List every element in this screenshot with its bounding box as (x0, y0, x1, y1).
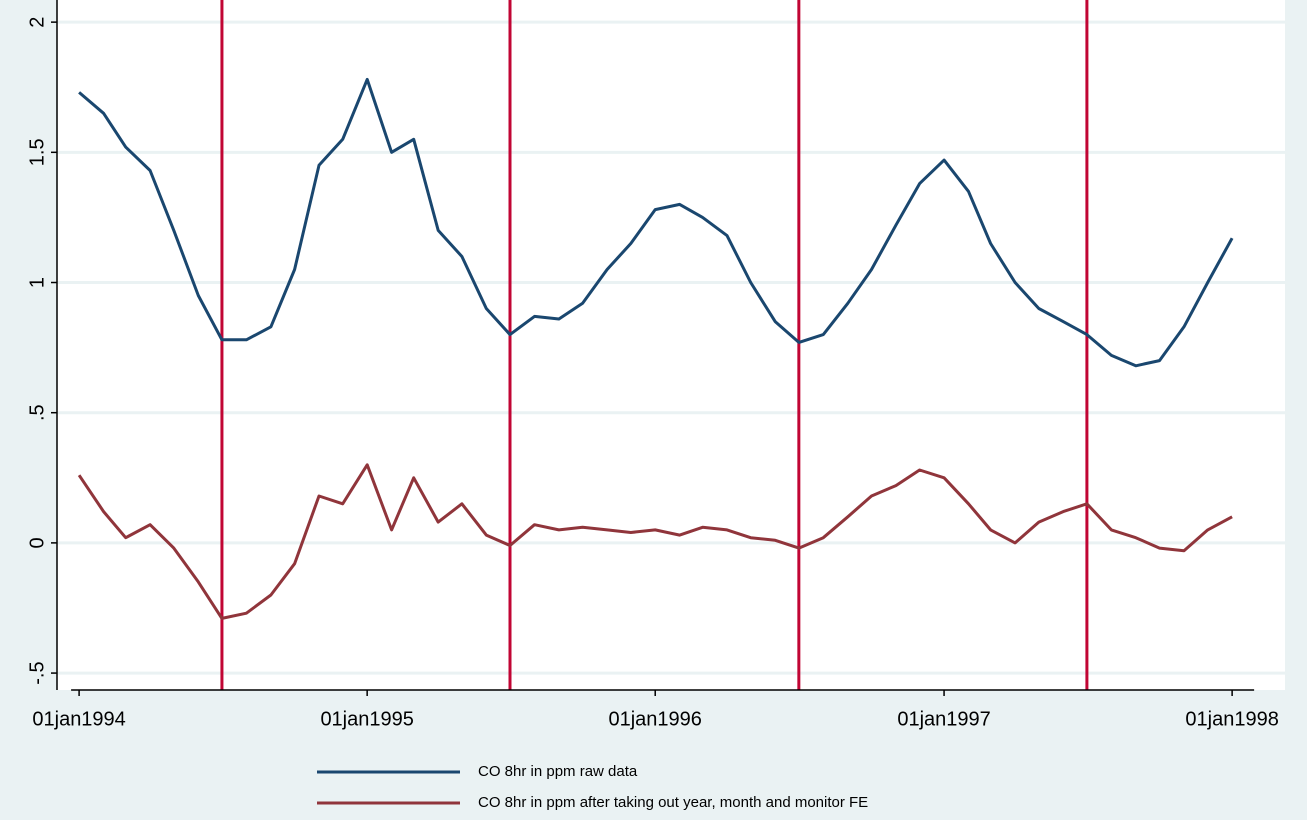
x-tick-label: 01jan1994 (32, 708, 125, 730)
y-tick-label: -.5 (26, 661, 48, 684)
y-tick-label: 2 (26, 17, 48, 28)
x-tick-label: 01jan1997 (897, 708, 990, 730)
y-tick-label: 1 (26, 277, 48, 288)
y-tick-label: 1.5 (26, 138, 48, 166)
y-tick-label: .5 (26, 404, 48, 421)
series-line (77, 463, 1233, 620)
x-tick-label: 01jan1996 (608, 708, 701, 730)
legend-label: CO 8hr in ppm after taking out year, mon… (478, 794, 868, 811)
legend-label: CO 8hr in ppm raw data (478, 763, 638, 780)
plot-area (57, 0, 1285, 690)
series-line (78, 77, 1234, 368)
x-tick-label: 01jan1998 (1185, 708, 1278, 730)
x-tick-label: 01jan1995 (320, 708, 413, 730)
y-tick-label: 0 (26, 537, 48, 548)
